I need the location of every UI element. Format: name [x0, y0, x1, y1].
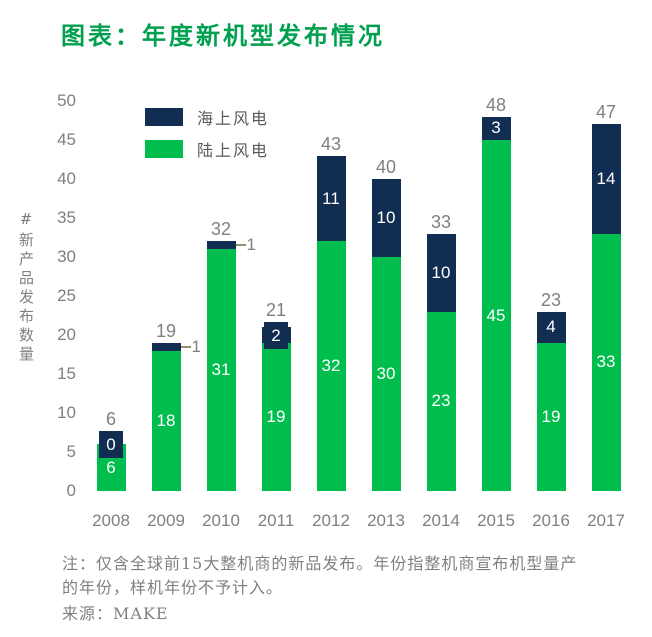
x-tick-label-2013: 2013 [367, 511, 405, 530]
x-tick-label-2012: 2012 [312, 511, 350, 530]
bar-segment-offshore-2014 [426, 233, 456, 312]
label-total-2012: 43 [320, 133, 342, 154]
label-total-2008: 6 [105, 408, 116, 429]
y-tick-label: 10 [57, 403, 76, 422]
bar-segment-onshore-2017 [591, 233, 621, 491]
x-tick-label-2010: 2010 [202, 511, 240, 530]
y-tick-label: 25 [57, 286, 76, 305]
label-total-2011: 21 [265, 299, 287, 320]
x-tick-label-2011: 2011 [257, 511, 295, 530]
label-onshore-2014: 23 [431, 391, 451, 411]
bar-segment-onshore-2011 [261, 342, 291, 491]
source-line: 来源：MAKE [62, 604, 169, 623]
y-tick-label: 15 [57, 364, 76, 383]
label-onshore-2009: 18 [156, 410, 176, 430]
label-total-2010: 32 [210, 219, 232, 240]
y-tick-label: 35 [57, 208, 76, 227]
y-tick-label: 20 [57, 325, 76, 344]
legend-item-offshore: 海上风电 [145, 108, 345, 128]
label-offshore-2010: 1 [246, 235, 256, 255]
label-total-2015: 48 [485, 94, 507, 115]
label-offshore-2015: 3 [491, 118, 501, 138]
label-offshore-2012: 11 [322, 188, 340, 208]
x-tick-label-2016: 2016 [532, 511, 570, 530]
label-offshore-2017: 14 [596, 169, 616, 188]
x-tick-label-2017: 2017 [587, 511, 625, 530]
bar-segment-offshore-2013 [371, 179, 401, 257]
bar-segment-onshore-2013 [371, 257, 401, 491]
bar-segment-onshore-2010 [206, 249, 236, 491]
label-total-2009: 19 [155, 320, 177, 341]
legend-item-onshore: 陆上风电 [145, 140, 345, 160]
label-offshore-2009: 1 [191, 336, 201, 356]
label-offshore-box-2011: 2 [264, 321, 288, 349]
label-onshore-2015: 45 [486, 305, 506, 325]
bar-segment-offshore-2015 [481, 116, 511, 140]
y-tick-label: 45 [57, 130, 76, 149]
bar-segment-offshore-2016 [536, 311, 566, 343]
x-tick-label-2014: 2014 [422, 511, 460, 530]
x-tick-label-2008: 2008 [92, 511, 130, 530]
bar-segment-offshore-2010 [206, 241, 236, 250]
bar-segment-onshore-2014 [426, 311, 456, 491]
legend-swatch-onshore [145, 140, 183, 158]
label-onshore-2012: 32 [321, 356, 341, 376]
label-onshore-2008: 6 [106, 457, 116, 477]
y-tick-label: 30 [57, 247, 76, 266]
label-onshore-2010: 31 [211, 360, 231, 380]
bar-segment-onshore-2012 [316, 241, 346, 491]
label-total-2014: 33 [430, 211, 452, 232]
label-offshore-2013: 10 [376, 208, 396, 227]
label-onshore-2016: 19 [541, 406, 561, 426]
bar-segment-onshore-2015 [481, 140, 511, 491]
label-onshore-2017: 33 [596, 352, 616, 372]
y-tick-label: 0 [66, 481, 76, 500]
label-onshore-2013: 30 [376, 364, 396, 383]
legend: 海上风电 陆上风电 [145, 108, 345, 172]
label-total-2013: 40 [375, 157, 397, 177]
label-offshore-leader-line-2010 [235, 244, 246, 247]
note-line-1: 注：仅含全球前15大整机商的新品发布。年份指整机商宣布机型量产 [62, 554, 578, 573]
chart-title: 图表：年度新机型发布情况 [61, 21, 385, 50]
y-tick-label: 5 [66, 442, 76, 461]
label-offshore-leader-line-2009 [180, 345, 191, 348]
legend-swatch-offshore [145, 108, 183, 126]
label-total-2016: 23 [540, 289, 562, 310]
bar-segment-offshore-2009 [151, 342, 181, 351]
bar-segment-offshore-2017 [591, 124, 621, 234]
legend-label-offshore: 海上风电 [197, 109, 270, 128]
label-offshore-2016: 4 [546, 317, 556, 337]
legend-label-onshore: 陆上风电 [197, 141, 270, 160]
label-offshore-2014: 10 [431, 262, 451, 282]
label-onshore-2011: 19 [266, 406, 286, 426]
note-line-2: 的年份，样机年份不予计入。 [62, 578, 284, 597]
label-offshore-box-2008: 0 [99, 430, 123, 458]
chart-note: 注：仅含全球前15大整机商的新品发布。年份指整机商宣布机型量产 的年份，样机年份… [62, 552, 602, 600]
y-axis-title: #新产品发布数量 [17, 210, 35, 365]
x-tick-label-2015: 2015 [477, 511, 515, 530]
y-tick-label: 40 [57, 169, 76, 188]
x-tick-label-2009: 2009 [147, 511, 185, 530]
label-total-2017: 47 [595, 102, 617, 123]
y-tick-label: 50 [57, 91, 76, 110]
bar-segment-offshore-2012 [316, 155, 346, 242]
bar-segment-onshore-2009 [151, 350, 181, 491]
bar-segment-onshore-2016 [536, 342, 566, 491]
